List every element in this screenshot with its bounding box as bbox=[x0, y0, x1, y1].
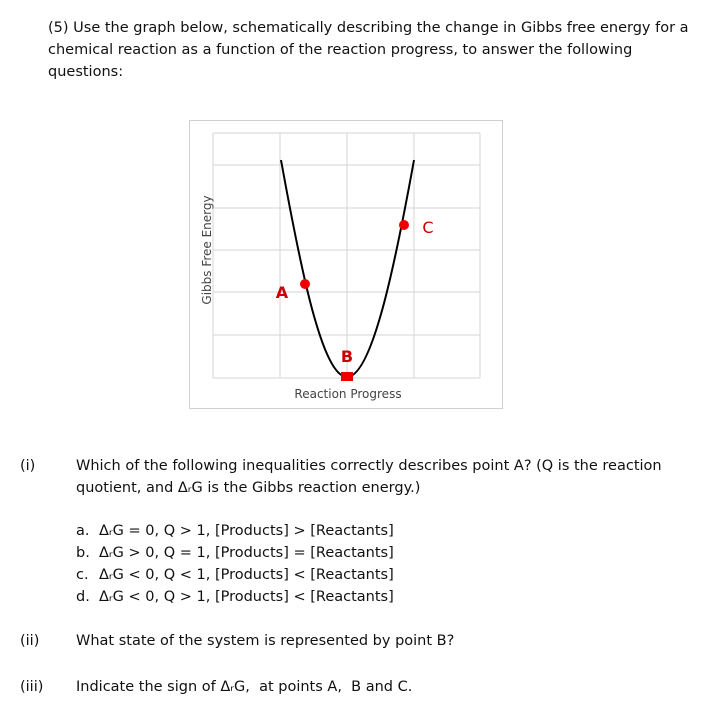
option-letter: d. bbox=[76, 589, 90, 605]
question-title: (5) Use the graph below, schematically d… bbox=[48, 20, 689, 80]
graph-frame bbox=[189, 120, 503, 409]
question-text: What state of the system is represented … bbox=[76, 633, 455, 649]
gibbs-graph: A B C Reaction Progress Gibbs Free Energ… bbox=[189, 120, 503, 409]
x-axis-label: Reaction Progress bbox=[294, 387, 401, 401]
option-letter: b. bbox=[76, 545, 90, 561]
option-letter: a. bbox=[76, 523, 90, 539]
question-number: (i) bbox=[20, 458, 36, 474]
point-label: B bbox=[341, 347, 353, 366]
option-text: ΔᵣG = 0, Q > 1, [Products] > [Reactants] bbox=[99, 523, 394, 539]
question-text: Which of the following inequalities corr… bbox=[76, 458, 662, 496]
option-letter: c. bbox=[76, 567, 89, 583]
question-text: Indicate the sign of ΔᵣG, at points A, B… bbox=[76, 679, 413, 695]
option-text: ΔᵣG < 0, Q > 1, [Products] < [Reactants] bbox=[99, 589, 394, 605]
point-label: C bbox=[422, 218, 433, 237]
point-c bbox=[399, 220, 409, 230]
y-axis-label: Gibbs Free Energy bbox=[200, 195, 214, 304]
point-a bbox=[300, 279, 310, 289]
question-number: (ii) bbox=[20, 633, 40, 649]
option-text: ΔᵣG > 0, Q = 1, [Products] = [Reactants] bbox=[99, 545, 394, 561]
point-label: A bbox=[276, 283, 289, 302]
grid bbox=[212, 132, 481, 379]
option-text: ΔᵣG < 0, Q < 1, [Products] < [Reactants] bbox=[99, 567, 394, 583]
question-number: (iii) bbox=[20, 679, 44, 695]
point-b bbox=[341, 372, 353, 381]
